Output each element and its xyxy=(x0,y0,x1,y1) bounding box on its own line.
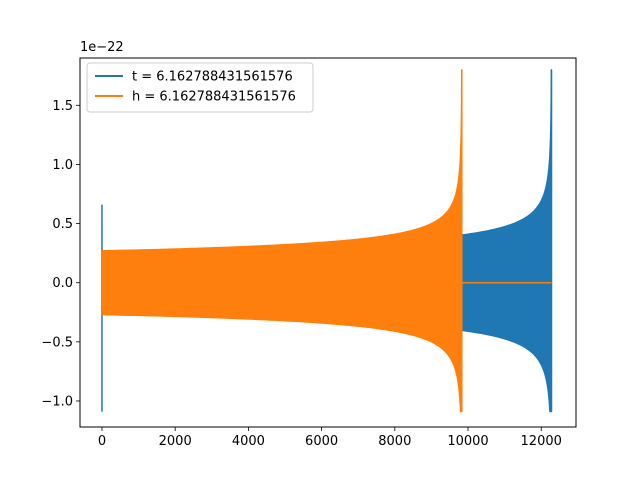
x-tick-label: 0 xyxy=(98,434,106,449)
plot-area xyxy=(101,69,553,413)
legend-box xyxy=(86,62,314,113)
legend: t = 6.162788431561576 h = 6.1627884315615… xyxy=(86,62,314,113)
y-tick-label: 1.5 xyxy=(52,99,73,114)
y-offset-text: 1e−22 xyxy=(80,40,124,55)
x-axis: 0 2000 4000 6000 8000 10000 12000 xyxy=(98,427,562,449)
axes-frame xyxy=(79,57,577,428)
x-tick-label: 4000 xyxy=(232,434,265,449)
x-tick-label: 6000 xyxy=(305,434,338,449)
y-tick-label: −1.0 xyxy=(41,394,73,409)
y-tick-label: 0.0 xyxy=(52,276,73,291)
x-tick-label: 10000 xyxy=(447,434,488,449)
series-envelope xyxy=(101,69,463,413)
legend-label: h = 6.162788431561576 xyxy=(132,90,296,105)
y-tick-label: 0.5 xyxy=(52,217,73,232)
x-tick-label: 8000 xyxy=(378,434,411,449)
x-tick-label: 2000 xyxy=(159,434,192,449)
series-h xyxy=(101,69,552,413)
legend-label: t = 6.162788431561576 xyxy=(132,70,293,85)
y-axis: −1.0 −0.5 0.0 0.5 1.0 1.5 xyxy=(41,99,80,409)
y-tick-label: 1.0 xyxy=(52,158,73,173)
y-tick-label: −0.5 xyxy=(41,335,73,350)
x-tick-label: 12000 xyxy=(521,434,562,449)
